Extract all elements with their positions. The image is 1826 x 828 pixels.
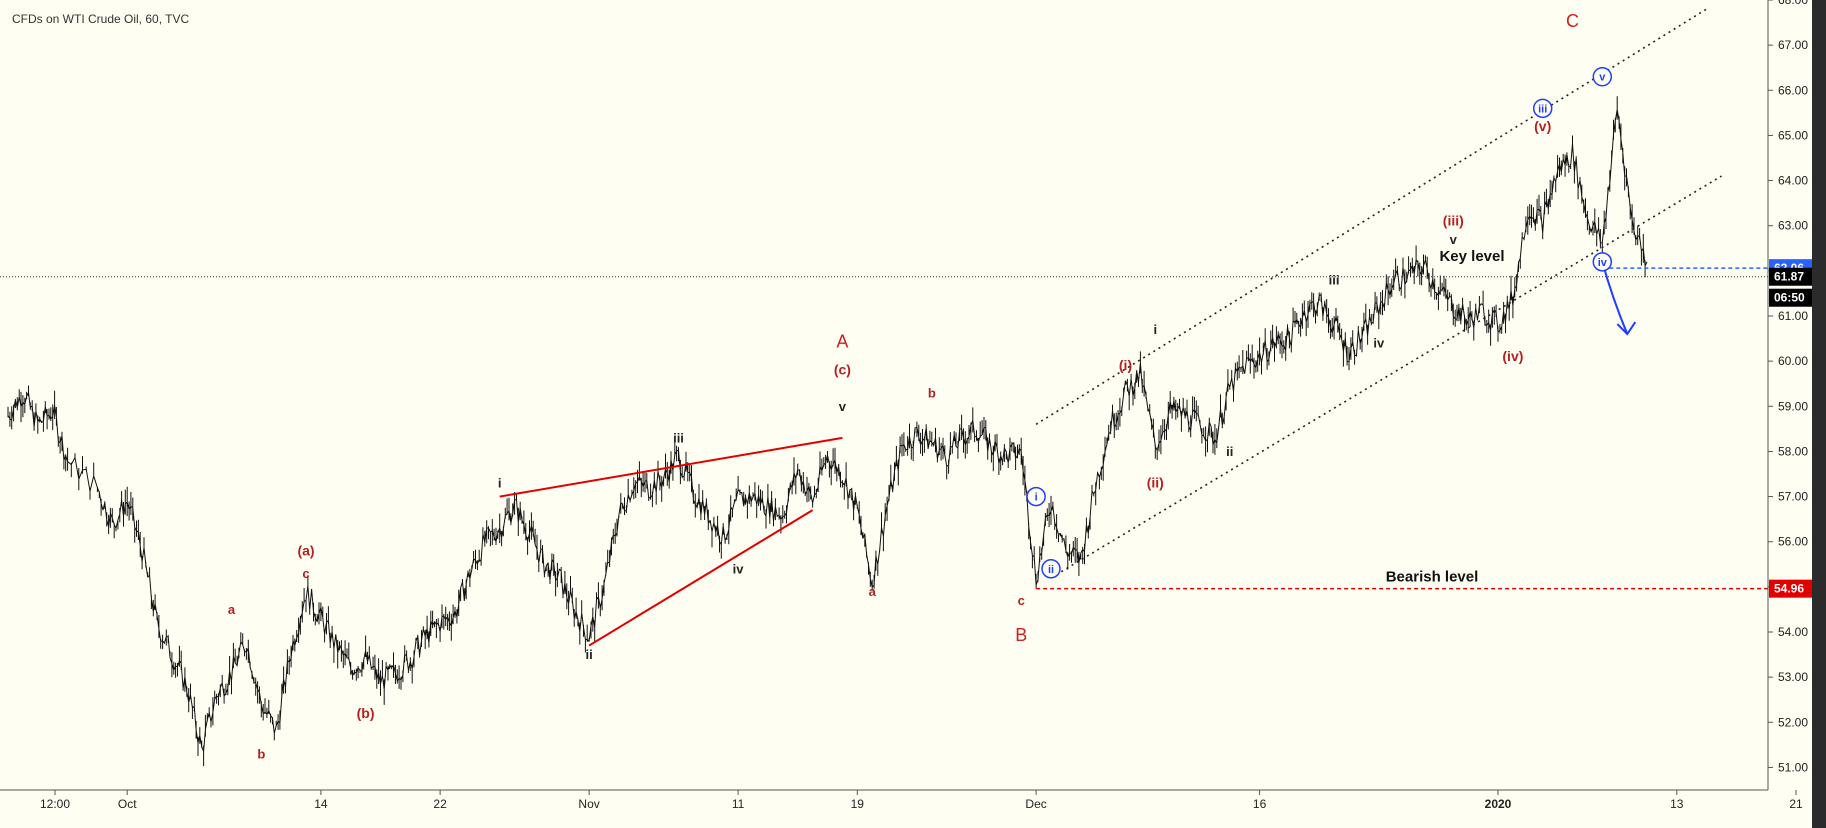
- wave-label: v: [839, 399, 847, 414]
- price-label-box: [1769, 267, 1813, 286]
- x-tick-label: 2020: [1485, 797, 1512, 811]
- y-tick-label: 61.00: [1778, 309, 1808, 323]
- y-tick-label: 67.00: [1778, 38, 1808, 52]
- y-tick-label: 59.00: [1778, 399, 1808, 413]
- wave-circle-label: iii: [1538, 103, 1547, 115]
- wave-circle: [1532, 98, 1553, 119]
- wave-label: C: [1566, 11, 1579, 31]
- y-tick-label: 54.00: [1778, 625, 1808, 639]
- level-caption: Bearish level: [1386, 569, 1479, 586]
- wave-label: ii: [585, 647, 592, 662]
- x-tick-label: 13: [1670, 797, 1684, 811]
- price-label-text: 06:50: [1774, 291, 1805, 305]
- wave-label: c: [1018, 593, 1025, 608]
- wave-label: b: [928, 385, 936, 400]
- wave-circle: [1041, 559, 1061, 579]
- wave-label: (a): [297, 542, 314, 558]
- projection-arrowhead: [1616, 321, 1637, 336]
- price-label-box: [1769, 288, 1813, 307]
- y-tick-label: 52.00: [1778, 715, 1808, 729]
- wave-label: iv: [1373, 336, 1385, 351]
- y-tick-label: 63.00: [1778, 219, 1808, 233]
- wave-label: iii: [1329, 272, 1340, 287]
- channel-line: [1050, 175, 1722, 579]
- x-tick-label: Dec: [1025, 797, 1046, 811]
- x-tick-label: 12:00: [40, 797, 70, 811]
- wave-label: i: [1153, 322, 1157, 337]
- x-tick-label: 16: [1253, 797, 1267, 811]
- wave-circle: [1026, 486, 1046, 507]
- projection-arrow: [1601, 261, 1629, 335]
- x-tick-label: 11: [732, 797, 745, 811]
- wave-label: (ii): [1147, 475, 1164, 491]
- wave-label: i: [498, 476, 502, 491]
- y-tick-label: 51.00: [1778, 760, 1808, 774]
- y-tick-label: 57.00: [1778, 490, 1808, 504]
- wave-label: B: [1015, 625, 1027, 645]
- wave-label: (iv): [1502, 348, 1523, 364]
- wave-label: (v): [1534, 118, 1551, 134]
- x-tick-label: Nov: [578, 797, 599, 811]
- x-tick-label: 14: [314, 797, 328, 811]
- wave-label: (c): [834, 362, 851, 378]
- wave-circle: [1592, 252, 1613, 272]
- y-tick-label: 60.00: [1778, 354, 1808, 368]
- wave-label: A: [836, 332, 848, 352]
- x-tick-label: 21: [1789, 797, 1803, 811]
- wave-label: (iii): [1443, 213, 1464, 229]
- wave-label: b: [257, 746, 265, 761]
- x-tick-label: 22: [433, 797, 447, 811]
- y-tick-label: 64.00: [1778, 174, 1808, 188]
- wave-circle-label: i: [1035, 492, 1038, 504]
- wave-circle: [1592, 66, 1613, 87]
- x-tick-label: Oct: [118, 797, 137, 811]
- wave-label: c: [302, 566, 309, 581]
- price-label-box: [1769, 579, 1813, 598]
- wave-label: (b): [357, 705, 375, 721]
- y-tick-label: 66.00: [1778, 83, 1808, 97]
- wave-label: (i): [1119, 357, 1132, 373]
- y-tick-label: 68.00: [1778, 0, 1808, 7]
- wave-label: iii: [673, 430, 684, 445]
- wave-circle-label: v: [1599, 72, 1606, 84]
- price-label-text: 61.87: [1774, 270, 1804, 284]
- wave-label: a: [869, 584, 877, 599]
- chart-title: CFDs on WTI Crude Oil, 60, TVC: [12, 12, 190, 26]
- trend-line: [588, 509, 814, 647]
- wave-circle-label: ii: [1048, 564, 1054, 576]
- price-label-text: 54.96: [1774, 582, 1804, 596]
- trend-line: [499, 436, 843, 498]
- x-tick-label: 19: [851, 797, 865, 811]
- wave-label: a: [228, 602, 236, 617]
- wave-label: iv: [733, 561, 745, 576]
- y-tick-label: 58.00: [1778, 444, 1808, 458]
- price-series-line[interactable]: [7, 96, 1648, 767]
- wave-circle-label: iv: [1598, 257, 1608, 269]
- wave-label: ii: [1226, 444, 1233, 459]
- scrollbar[interactable]: [1812, 0, 1826, 828]
- y-tick-label: 56.00: [1778, 535, 1808, 549]
- wave-label: v: [1450, 232, 1458, 247]
- level-caption: Key level: [1439, 248, 1504, 265]
- y-tick-label: 65.00: [1778, 128, 1808, 142]
- y-tick-label: 53.00: [1778, 670, 1808, 684]
